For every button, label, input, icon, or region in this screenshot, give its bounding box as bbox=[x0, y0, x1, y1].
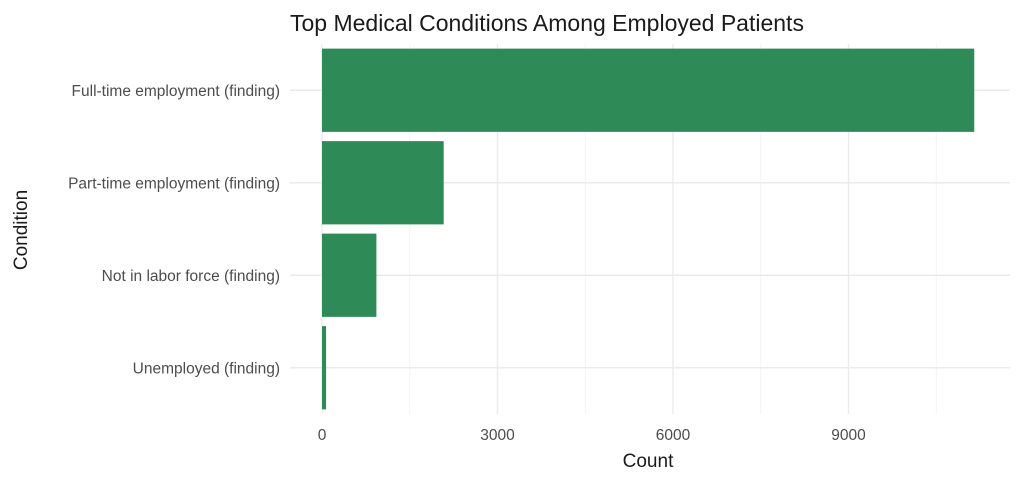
y-tick-label: Unemployed (finding) bbox=[133, 360, 280, 377]
x-tick-label: 0 bbox=[318, 427, 327, 444]
bar bbox=[322, 48, 975, 132]
y-tick-labels: Full-time employment (finding) Part-time … bbox=[68, 83, 280, 378]
chart-title: Top Medical Conditions Among Employed Pa… bbox=[290, 10, 804, 36]
y-tick-label: Part-time employment (finding) bbox=[68, 175, 280, 192]
x-axis-title: Count bbox=[623, 451, 674, 472]
y-axis-title: Condition bbox=[11, 190, 32, 270]
bar bbox=[322, 233, 377, 317]
x-tick-label: 9000 bbox=[831, 427, 866, 444]
x-tick-label: 6000 bbox=[656, 427, 691, 444]
y-tick-label: Full-time employment (finding) bbox=[72, 83, 280, 100]
y-tick-label: Not in labor force (finding) bbox=[102, 268, 280, 285]
bars bbox=[322, 48, 975, 410]
x-tick-label: 3000 bbox=[480, 427, 515, 444]
x-tick-labels: 0 3000 6000 9000 bbox=[318, 427, 866, 444]
bar bbox=[322, 141, 444, 225]
bar bbox=[322, 326, 327, 410]
